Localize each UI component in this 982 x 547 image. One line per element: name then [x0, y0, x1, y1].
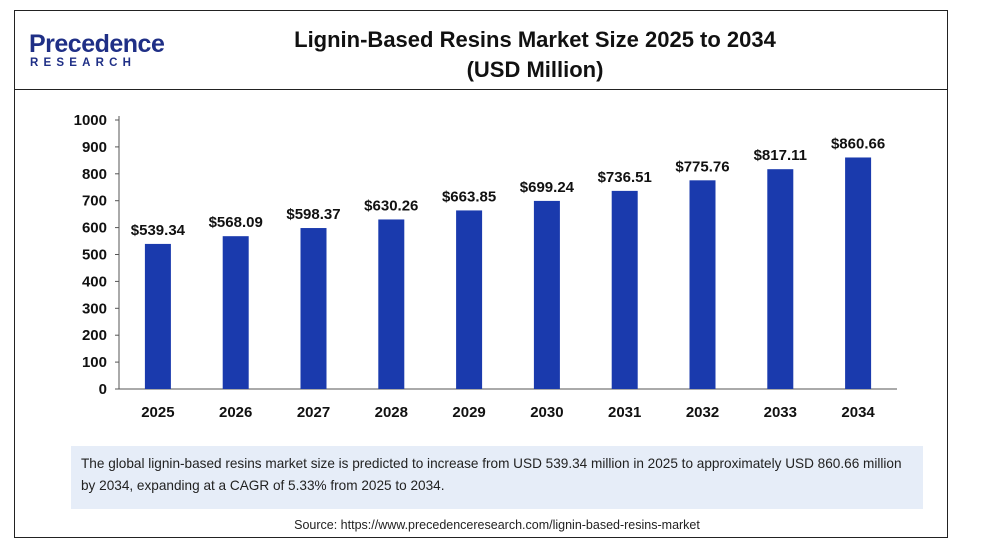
y-tick-label: 700: [82, 193, 107, 210]
summary-box: The global lignin-based resins market si…: [71, 446, 923, 509]
x-tick-label: 2025: [141, 404, 174, 421]
brand-logo: Precedence RESEARCH: [29, 30, 165, 70]
logo-wordmark: Precedence: [29, 30, 165, 58]
bar: [533, 200, 560, 389]
x-tick-label: 2028: [375, 404, 408, 421]
chart-frame: Precedence RESEARCH Lignin-Based Resins …: [14, 10, 948, 538]
data-label: $736.51: [598, 169, 652, 186]
y-tick-label: 900: [82, 139, 107, 156]
x-tick-label: 2033: [764, 404, 797, 421]
y-tick-label: 100: [82, 354, 107, 371]
bar: [767, 169, 794, 389]
y-tick-label: 200: [82, 327, 107, 344]
title-line-2: (USD Million): [466, 57, 604, 82]
y-tick-label: 0: [99, 381, 107, 398]
y-tick-label: 300: [82, 300, 107, 317]
y-tick-label: 1000: [74, 112, 107, 129]
y-tick-label: 400: [82, 273, 107, 290]
title-line-1: Lignin-Based Resins Market Size 2025 to …: [294, 27, 776, 52]
bar: [222, 236, 249, 389]
bar: [456, 210, 483, 389]
header: Precedence RESEARCH Lignin-Based Resins …: [15, 11, 947, 90]
x-tick-label: 2032: [686, 404, 719, 421]
x-tick-label: 2029: [452, 404, 485, 421]
data-label: $699.24: [520, 179, 575, 196]
data-label: $568.09: [209, 214, 263, 231]
bar: [378, 219, 405, 389]
bar-chart: 0 100 200 300 400 500 600 700 800 900 1000 $539.34 2…: [74, 112, 897, 421]
data-label: $630.26: [364, 197, 418, 214]
bar: [689, 180, 716, 389]
y-tick-label: 500: [82, 247, 107, 264]
bar: [611, 190, 638, 389]
data-label: $663.85: [442, 188, 496, 205]
bar: [300, 228, 327, 389]
data-label: $775.76: [675, 158, 729, 175]
x-tick-label: 2026: [219, 404, 252, 421]
data-label: $539.34: [131, 222, 186, 239]
x-tick-label: 2034: [841, 404, 875, 421]
logo-subtext: RESEARCH: [30, 57, 137, 69]
bar: [144, 243, 171, 389]
x-tick-label: 2027: [297, 404, 330, 421]
source-citation: Source: https://www.precedenceresearch.c…: [294, 518, 700, 532]
y-tick-label: 800: [82, 166, 107, 183]
x-tick-label: 2031: [608, 404, 641, 421]
data-label: $860.66: [831, 135, 885, 152]
x-tick-label: 2030: [530, 404, 563, 421]
bar: [845, 157, 872, 389]
data-label: $598.37: [286, 206, 340, 223]
data-label: $817.11: [754, 147, 807, 164]
y-tick-label: 600: [82, 220, 107, 237]
chart-title: Lignin-Based Resins Market Size 2025 to …: [245, 25, 825, 85]
